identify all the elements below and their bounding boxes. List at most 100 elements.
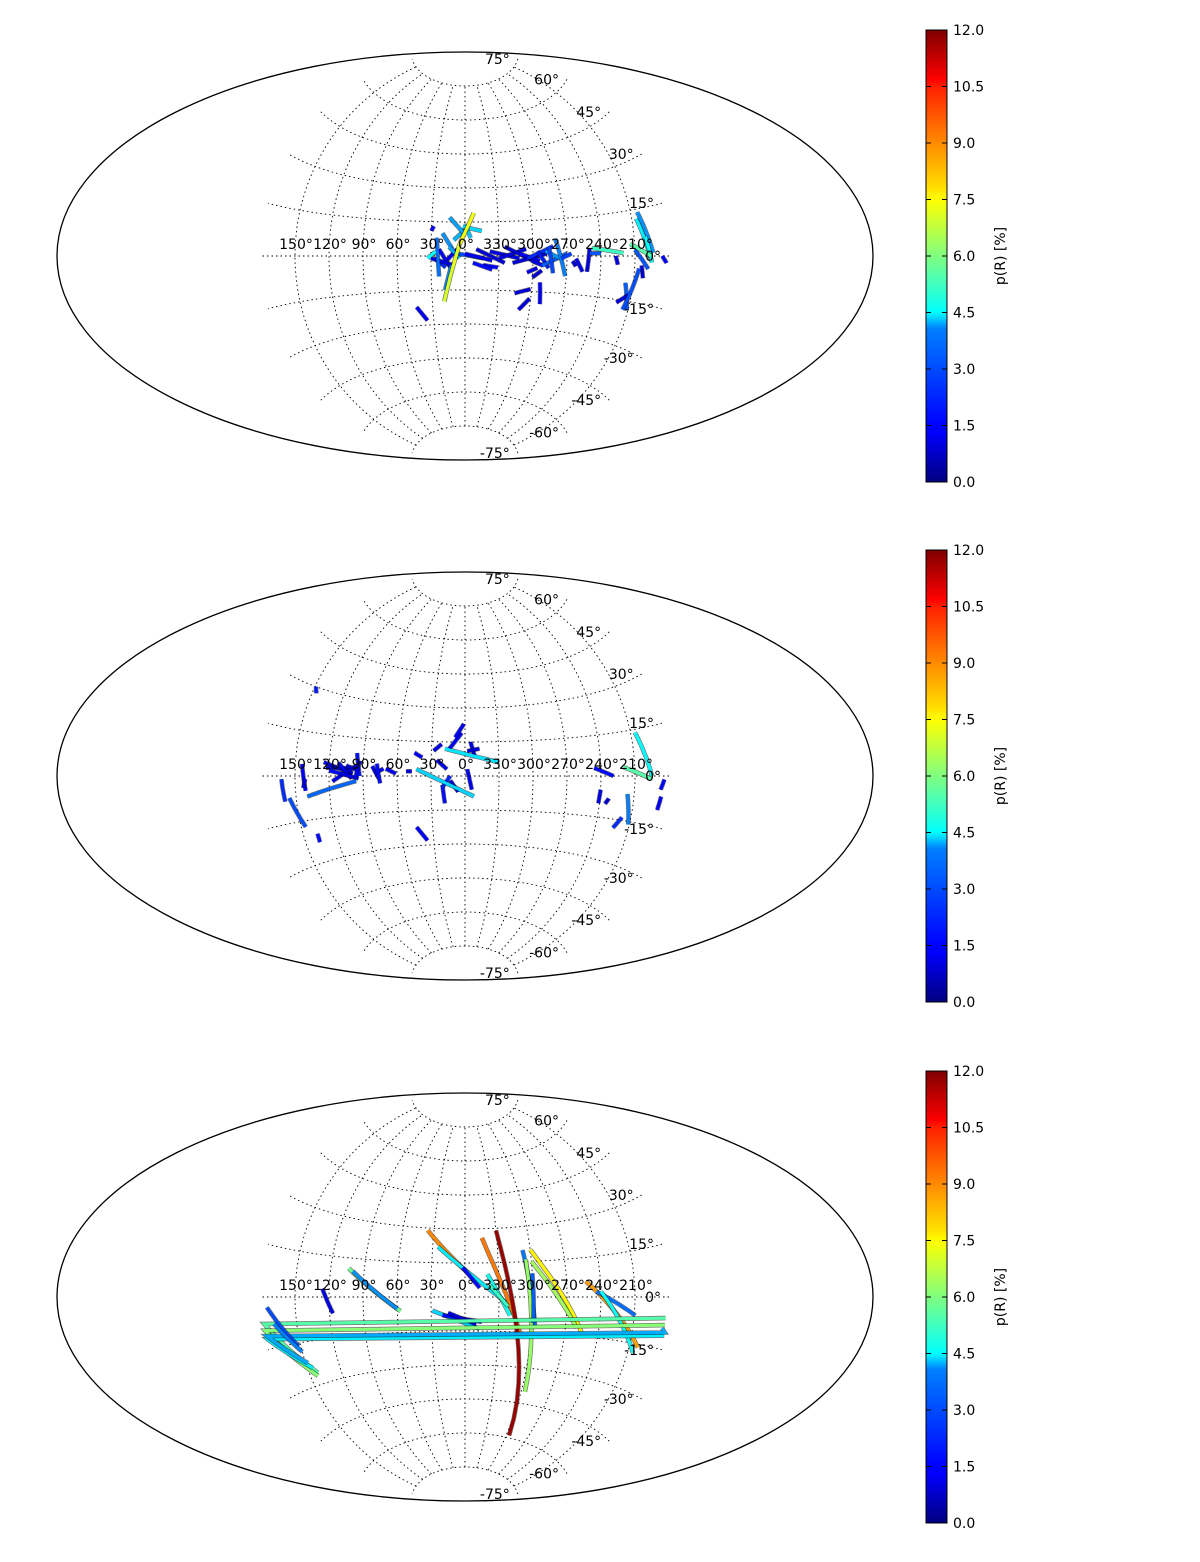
grid-meridian <box>396 82 443 430</box>
grid-meridian <box>498 1119 568 1475</box>
polarization-segment <box>426 250 437 260</box>
grid-parallel <box>362 599 568 641</box>
polarization-segment <box>531 269 543 279</box>
grid-meridian <box>294 1107 417 1487</box>
sky-map-panel-2: 75° 60° 45° 30° 15° 0° -15° -30° -45° -60° -75° 150… <box>56 543 1009 1011</box>
polarization-segment <box>435 237 441 277</box>
polarization-segment <box>633 248 650 270</box>
colorbar-tick-label: 10.5 <box>953 1121 984 1137</box>
polarization-segment <box>655 796 663 811</box>
grid-meridian <box>507 73 602 439</box>
polarization-segment <box>465 768 474 790</box>
polarization-segment <box>444 747 500 764</box>
colorbar-tick-label: 9.0 <box>953 1177 975 1193</box>
colorbar-gradient <box>926 550 947 1002</box>
polarization-segment <box>453 723 466 739</box>
polarization-segment <box>596 789 603 804</box>
colorbar-label: p(R) [%] <box>993 747 1009 805</box>
longitude-tick-label: 240° <box>585 1278 619 1294</box>
colorbar-tick-label: 4.5 <box>953 306 975 322</box>
colorbar-tick-label: 0.0 <box>953 1516 975 1532</box>
polarization-segment <box>287 797 308 828</box>
colorbar-tick-label: 0.0 <box>953 475 975 491</box>
polarization-segment <box>415 306 429 322</box>
grid-parallel <box>320 631 610 675</box>
sky-map-panel-3: 75° 60° 45° 30° 15° 0° -15° -30° -45° -60° -75° 150… <box>56 1064 1009 1532</box>
colorbar-gradient <box>926 1071 947 1523</box>
polarization-segment <box>375 763 382 784</box>
latitude-tick-label: 0° <box>645 249 661 265</box>
polarization-segment <box>449 244 461 273</box>
latitude-tick-label: -15° <box>624 302 654 318</box>
polarization-segment <box>488 1284 510 1308</box>
polarization-segment <box>620 268 641 311</box>
latitude-tick-label: 75° <box>485 52 510 68</box>
grid-meridian <box>328 593 423 959</box>
polarization-segment <box>457 212 476 246</box>
latitude-tick-label: 75° <box>485 1093 510 1109</box>
colorbar-tick-label: 7.5 <box>953 1234 975 1250</box>
longitude-tick-label: 270° <box>551 757 585 773</box>
longitude-tick-label: 150° <box>279 757 313 773</box>
longitude-tick-label: 90° <box>352 757 377 773</box>
grid-parallel <box>288 1194 642 1230</box>
polarization-segment <box>315 833 322 843</box>
latitude-tick-label: -45° <box>571 1434 601 1450</box>
latitude-tick-label: -45° <box>571 913 601 929</box>
colorbar-gradient <box>926 30 947 482</box>
grid-parallel <box>411 1099 519 1128</box>
colorbar-tick-label: 12.0 <box>953 543 984 559</box>
polarization-segment <box>498 247 527 260</box>
longitude-tick-label: 210° <box>619 1278 653 1294</box>
polarization-segment <box>461 1266 481 1289</box>
grid-parallel <box>288 153 642 189</box>
latitude-tick-label: 0° <box>645 769 661 785</box>
polarization-segment <box>475 247 506 265</box>
longitude-tick-label: 0° <box>458 757 474 773</box>
polarization-segment <box>629 242 652 258</box>
latitude-tick-label: -15° <box>624 822 654 838</box>
colorbar: 0.0 1.5 3.0 4.5 6.0 7.5 9.0 10.5 12.0 p(R) [%] <box>925 1064 1009 1532</box>
latitude-tick-label: 45° <box>576 105 601 121</box>
polarization-segment <box>440 784 447 804</box>
polarization-segment <box>517 297 531 311</box>
polarization-segment <box>262 1327 668 1365</box>
polarization-segment <box>643 236 654 263</box>
polarization-segment <box>526 266 539 274</box>
longitude-tick-label: 60° <box>386 1278 411 1294</box>
colorbar-tick-label: 4.5 <box>953 1347 975 1363</box>
longitude-tick-label: 300° <box>517 237 551 253</box>
longitude-tick-label: 330° <box>483 237 517 253</box>
longitude-tick-label: 30° <box>420 237 445 253</box>
polarization-segment <box>591 246 624 255</box>
longitude-tick-label: 30° <box>420 757 445 773</box>
colorbar: 0.0 1.5 3.0 4.5 6.0 7.5 9.0 10.5 12.0 p(R) [%] <box>925 543 1009 1011</box>
grid-parallel <box>411 58 519 87</box>
polarization-segment <box>279 778 287 802</box>
longitude-tick-label: 330° <box>483 757 517 773</box>
polarization-segment <box>531 259 544 268</box>
grid-meridian <box>294 586 417 966</box>
polarization-segment <box>353 760 362 779</box>
polarization-segment <box>640 265 645 279</box>
colorbar-tick-label: 12.0 <box>953 23 984 39</box>
polarization-segment <box>464 252 493 263</box>
grid-parallel <box>288 673 642 709</box>
grid-meridian <box>328 1114 423 1480</box>
latitude-tick-label: 45° <box>576 1146 601 1162</box>
latitude-tick-label: 30° <box>609 1188 634 1204</box>
grid-parallel <box>320 111 610 155</box>
longitude-tick-label: 270° <box>551 237 585 253</box>
longitude-tick-label: 270° <box>551 1278 585 1294</box>
colorbar: 0.0 1.5 3.0 4.5 6.0 7.5 9.0 10.5 12.0 p(R) [%] <box>925 23 1009 491</box>
longitude-tick-label: 210° <box>619 757 653 773</box>
grid-parallel <box>362 1120 568 1162</box>
latitude-tick-label: -75° <box>480 966 510 982</box>
longitude-tick-label: 210° <box>619 237 653 253</box>
grid-parallel <box>267 202 663 223</box>
polarization-segment <box>633 731 654 777</box>
polarization-segment <box>301 778 307 789</box>
grid-meridian <box>513 1107 636 1487</box>
latitude-tick-label: -30° <box>604 1392 634 1408</box>
longitude-tick-label: 240° <box>585 237 619 253</box>
